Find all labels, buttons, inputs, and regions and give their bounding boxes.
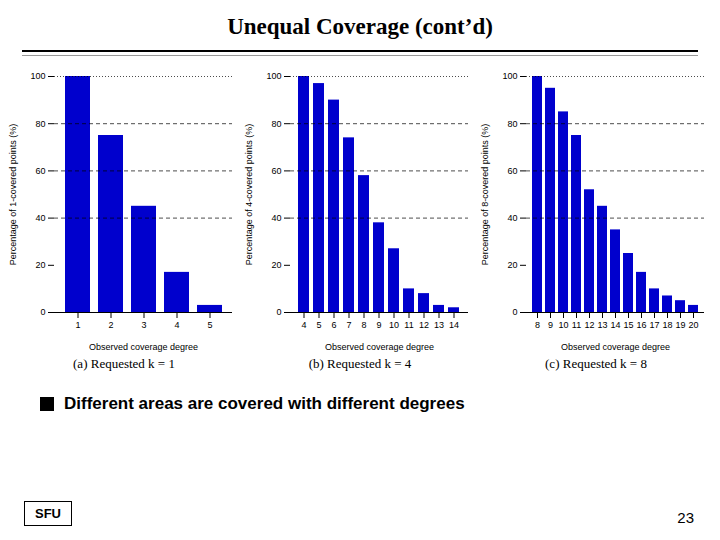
svg-text:0: 0 <box>512 307 517 317</box>
svg-text:80: 80 <box>35 119 45 129</box>
svg-text:4: 4 <box>301 320 306 330</box>
svg-text:100: 100 <box>266 71 281 81</box>
svg-text:40: 40 <box>35 213 45 223</box>
svg-text:Percentage of 4-covered points: Percentage of 4-covered points (%) <box>244 124 254 266</box>
html-text:SFU: SFU <box>35 506 61 521</box>
svg-text:60: 60 <box>271 166 281 176</box>
svg-text:5: 5 <box>207 320 212 330</box>
html-text:(b) Requested k = 4: (b) Requested k = 4 <box>308 356 412 371</box>
svg-text:8: 8 <box>535 320 540 330</box>
svg-text:0: 0 <box>40 307 45 317</box>
svg-text:3: 3 <box>141 320 146 330</box>
svg-text:Percentage of 8-covered points: Percentage of 8-covered points (%) <box>480 124 490 266</box>
svg-text:14: 14 <box>610 320 620 330</box>
svg-text:80: 80 <box>271 119 281 129</box>
svg-text:17: 17 <box>649 320 659 330</box>
svg-text:19: 19 <box>675 320 685 330</box>
html-text:(a) Requested k = 1: (a) Requested k = 1 <box>73 356 175 371</box>
svg-text:7: 7 <box>346 320 351 330</box>
svg-text:18: 18 <box>662 320 672 330</box>
svg-text:6: 6 <box>331 320 336 330</box>
svg-text:0: 0 <box>276 307 281 317</box>
svg-text:Percentage of 1-covered points: Percentage of 1-covered points (%) <box>8 124 18 266</box>
html-text:Different areas are covered wi: Different areas are covered with differe… <box>64 394 465 413</box>
svg-text:60: 60 <box>507 166 517 176</box>
svg-text:11: 11 <box>572 320 581 330</box>
html-text:23: 23 <box>677 509 694 526</box>
svg-text:2: 2 <box>108 320 113 330</box>
svg-text:10: 10 <box>558 320 568 330</box>
svg-text:12: 12 <box>419 320 429 330</box>
svg-text:8: 8 <box>361 320 366 330</box>
svg-text:5: 5 <box>316 320 321 330</box>
svg-text:15: 15 <box>623 320 633 330</box>
svg-text:14: 14 <box>449 320 459 330</box>
svg-text:13: 13 <box>597 320 607 330</box>
svg-text:12: 12 <box>584 320 594 330</box>
svg-text:4: 4 <box>174 320 179 330</box>
svg-text:80: 80 <box>507 119 517 129</box>
svg-text:9: 9 <box>548 320 553 330</box>
svg-text:Observed coverage degree: Observed coverage degree <box>89 342 198 352</box>
svg-text:20: 20 <box>507 260 517 270</box>
html-text:(c) Requested k = 8: (c) Requested k = 8 <box>545 356 647 371</box>
svg-text:100: 100 <box>502 71 517 81</box>
svg-text:16: 16 <box>636 320 646 330</box>
svg-text:11: 11 <box>404 320 413 330</box>
svg-text:20: 20 <box>688 320 698 330</box>
svg-text:9: 9 <box>376 320 381 330</box>
svg-text:100: 100 <box>30 71 45 81</box>
svg-text:20: 20 <box>271 260 281 270</box>
svg-text:20: 20 <box>35 260 45 270</box>
svg-text:40: 40 <box>507 213 517 223</box>
svg-text:40: 40 <box>271 213 281 223</box>
svg-text:Observed coverage degree: Observed coverage degree <box>325 342 434 352</box>
svg-text:13: 13 <box>434 320 444 330</box>
svg-text:60: 60 <box>35 166 45 176</box>
svg-text:10: 10 <box>389 320 399 330</box>
svg-text:Observed coverage degree: Observed coverage degree <box>561 342 670 352</box>
html-text:Unequal Coverage (cont’d): Unequal Coverage (cont’d) <box>227 14 493 39</box>
svg-text:1: 1 <box>75 320 80 330</box>
